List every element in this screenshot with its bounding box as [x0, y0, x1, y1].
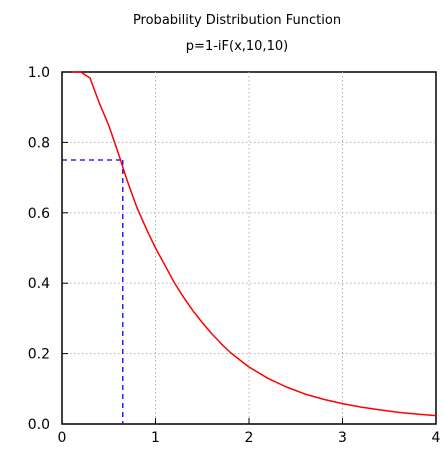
- y-tick-label: 0.4: [28, 276, 50, 292]
- series-group: [71, 71, 437, 417]
- x-tick-label: 0: [58, 430, 67, 446]
- chart-title: Probability Distribution Function: [133, 13, 341, 28]
- y-tick-label: 1.0: [28, 65, 50, 81]
- series-line: [71, 71, 437, 417]
- x-tick-label: 4: [432, 430, 441, 446]
- tick-marks: [61, 71, 437, 425]
- y-tick-label: 0.8: [28, 135, 50, 151]
- y-tick-label: 0.6: [28, 206, 50, 222]
- x-tick-label: 1: [151, 430, 160, 446]
- x-tick-label: 2: [245, 430, 254, 446]
- x-tick-label: 3: [338, 430, 347, 446]
- chart-subtitle: p=1-iF(x,10,10): [186, 39, 288, 54]
- reference-lines: [62, 159, 124, 424]
- x-tick-labels: 0 1 2 3 4: [58, 430, 441, 446]
- y-tick-label: 0.0: [28, 417, 50, 433]
- y-tick-labels: 0.0 0.2 0.4 0.6 0.8 1.0: [28, 65, 50, 433]
- y-tick-label: 0.2: [28, 347, 50, 363]
